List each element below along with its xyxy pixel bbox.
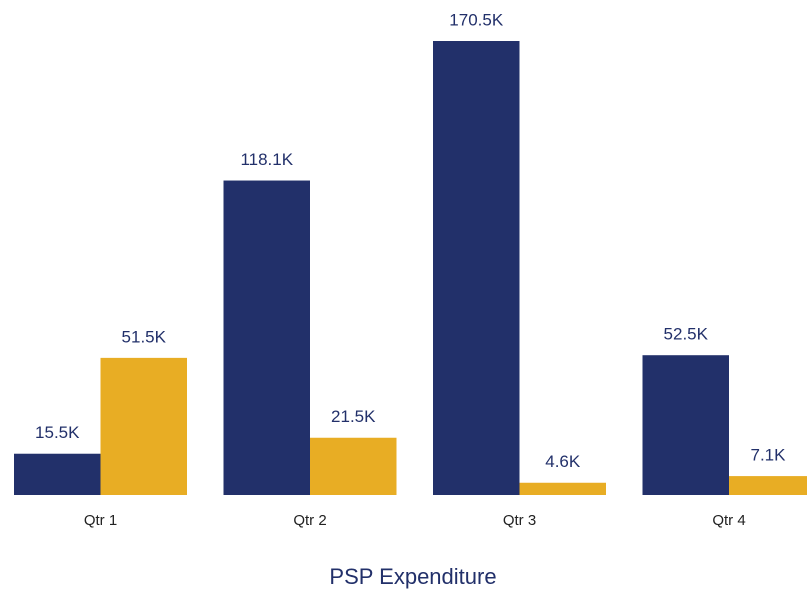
bar	[100, 357, 187, 495]
data-label: 170.5K	[449, 10, 504, 29]
x-tick-label: Qtr 1	[84, 512, 117, 529]
data-label: 52.5K	[664, 325, 709, 344]
bar	[729, 476, 807, 495]
data-label: 7.1K	[751, 446, 787, 465]
chart-title: PSP Expenditure	[329, 564, 496, 589]
bar	[310, 437, 397, 495]
data-label: 118.1K	[240, 150, 293, 169]
bar	[223, 180, 310, 495]
x-tick-label: Qtr 4	[712, 512, 745, 529]
bar	[433, 41, 520, 495]
bar	[642, 355, 729, 495]
data-label: 21.5K	[331, 407, 376, 426]
x-tick-label: Qtr 3	[503, 512, 536, 529]
data-label: 51.5K	[122, 327, 167, 346]
bar	[519, 482, 606, 495]
bar	[14, 453, 101, 495]
data-label: 15.5K	[35, 423, 80, 442]
x-tick-label: Qtr 2	[293, 512, 326, 529]
data-label: 4.6K	[545, 452, 581, 471]
